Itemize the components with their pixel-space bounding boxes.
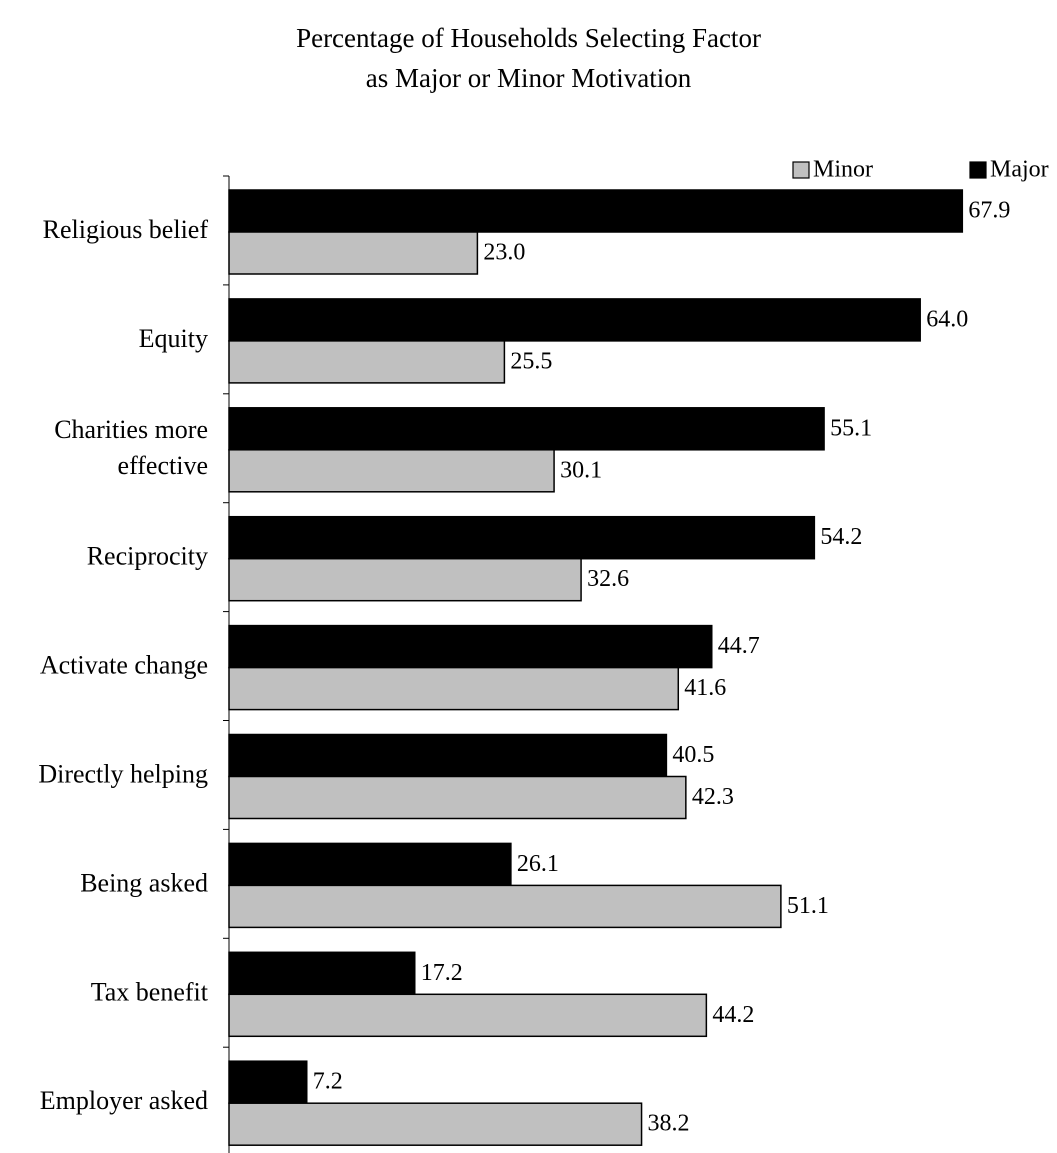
data-label-minor: 51.1	[787, 893, 829, 919]
data-label-major: 44.7	[718, 633, 760, 659]
data-label-major: 26.1	[517, 851, 559, 877]
data-label-minor: 32.6	[587, 566, 629, 592]
chart-title-line-2: as Major or Minor Motivation	[365, 63, 692, 93]
data-label-minor: 25.5	[510, 348, 552, 374]
bar-minor	[228, 1102, 643, 1146]
bar-minor	[228, 775, 687, 820]
bar-major	[228, 1060, 308, 1104]
bar-minor	[228, 557, 582, 602]
category-label: Equity	[139, 324, 208, 353]
category-label: Being asked	[80, 868, 208, 897]
data-label-minor: 38.2	[648, 1111, 690, 1137]
bar-major	[228, 515, 816, 560]
category-label: Tax benefit	[91, 977, 209, 1006]
data-label-minor: 41.6	[684, 675, 726, 701]
category-label: Religious belief	[43, 215, 209, 244]
legend-label-major: Major	[990, 157, 1049, 183]
data-label-major: 64.0	[926, 306, 968, 332]
data-label-major: 67.9	[968, 198, 1010, 224]
bar-major	[228, 189, 964, 233]
legend-swatch-minor	[792, 161, 810, 179]
category-label: Charities more	[54, 415, 208, 444]
bar-minor	[228, 340, 506, 384]
data-label-minor: 42.3	[692, 784, 734, 810]
data-label-major: 40.5	[672, 742, 714, 768]
bar-minor	[228, 884, 782, 929]
data-label-minor: 23.0	[483, 240, 525, 266]
legend-swatch-major	[969, 161, 987, 179]
bar-major	[228, 733, 668, 778]
bar-major	[228, 407, 825, 451]
data-label-minor: 44.2	[712, 1002, 754, 1028]
data-label-major: 17.2	[421, 960, 463, 986]
data-label-major: 54.2	[820, 524, 862, 550]
category-label: Reciprocity	[87, 542, 208, 571]
data-label-major: 55.1	[830, 415, 872, 441]
category-label: effective	[118, 451, 208, 480]
chart-title-line-1: Percentage of Households Selecting Facto…	[296, 23, 761, 53]
bar-major	[228, 842, 512, 887]
bar-minor	[228, 993, 708, 1038]
chart-title: Percentage of Households Selecting Facto…	[0, 18, 1057, 98]
category-label: Directly helping	[38, 759, 208, 788]
category-label: Employer asked	[40, 1086, 208, 1115]
bar-minor	[228, 666, 680, 711]
bar-minor	[228, 231, 479, 275]
bar-major	[228, 951, 416, 996]
bar-major	[228, 298, 921, 342]
data-label-major: 7.2	[313, 1069, 343, 1095]
data-label-minor: 30.1	[560, 457, 602, 483]
bar-minor	[228, 449, 555, 493]
legend-label-minor: Minor	[813, 157, 873, 183]
bar-major	[228, 624, 713, 669]
category-label: Activate change	[40, 651, 208, 680]
